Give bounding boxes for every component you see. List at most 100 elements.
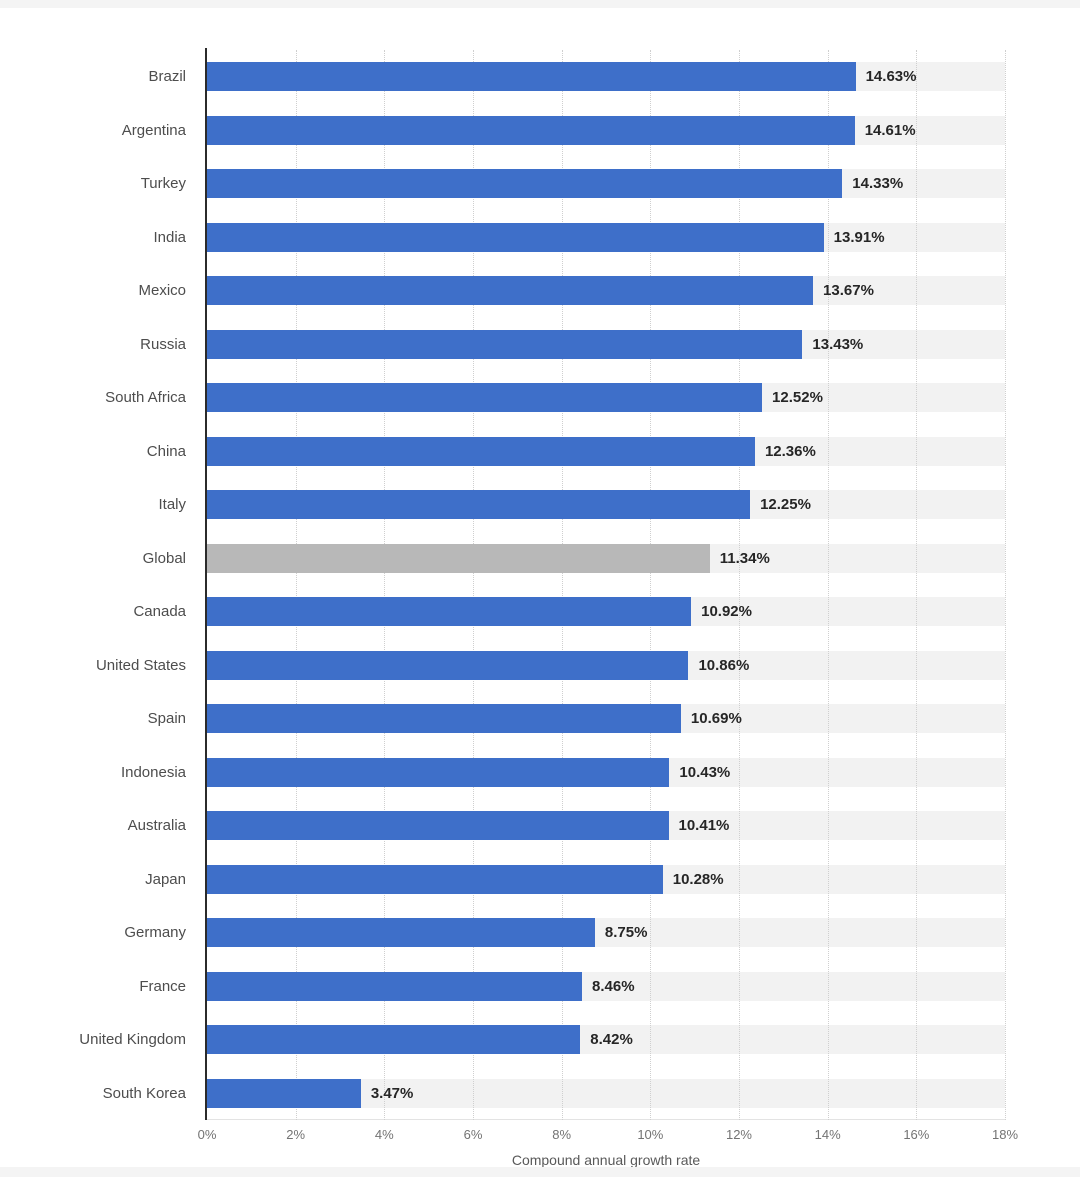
x-tick-label-14: 14% [814,1127,841,1142]
page-top-edge [0,0,1080,8]
x-tick-label-6: 6% [463,1127,483,1142]
category-label-china: China [146,442,186,460]
x-axis: 0% 2% 4% 6% 8% 10% 12% 14% 16% 18% [198,1120,1018,1150]
bar-germany[interactable] [207,918,595,948]
bar-row-china: China 12.36% [0,425,1080,479]
bar-row-canada: Canada 10.92% [0,585,1080,639]
category-label-argentina: Argentina [121,121,186,139]
bar-row-france: France 8.46% [0,960,1080,1014]
bar-plot-south-korea: 3.47% [207,1078,1005,1108]
category-label-australia: Australia [127,817,186,835]
bar-plot-mexico: 13.67% [207,276,1005,306]
category-label-germany: Germany [124,924,186,942]
bar-italy[interactable] [207,490,751,520]
x-tick-label-12: 12% [725,1127,752,1142]
bar-plot-global: 11.34% [207,543,1005,573]
bar-australia[interactable] [207,811,669,841]
bar-japan[interactable] [207,864,663,894]
bar-china[interactable] [207,436,755,466]
value-label-australia: 10.41% [678,817,730,835]
category-label-canada: Canada [133,603,186,621]
bar-plot-italy: 12.25% [207,490,1005,520]
bar-global[interactable] [207,543,710,573]
x-tick-label-10: 10% [637,1127,664,1142]
bar-plot-south-africa: 12.52% [207,383,1005,413]
bar-plot-france: 8.46% [207,971,1005,1001]
category-label-russia: Russia [140,335,186,353]
value-label-japan: 10.28% [672,870,724,888]
bar-row-india: India 13.91% [0,211,1080,265]
bar-row-united-kingdom: United Kingdom 8.42% [0,1013,1080,1067]
bar-argentina[interactable] [207,115,855,145]
x-tick-label-2: 2% [286,1127,306,1142]
value-label-south-korea: 3.47% [370,1084,414,1102]
y-axis-line [205,48,207,1120]
category-label-france: France [139,977,186,995]
bar-plot-spain: 10.69% [207,704,1005,734]
category-label-indonesia: Indonesia [120,763,186,781]
category-label-brazil: Brazil [148,68,186,86]
bar-row-brazil: Brazil 14.63% [0,50,1080,104]
x-tick-label-8: 8% [552,1127,572,1142]
bar-rows: Brazil 14.63% Argentina 14.61% Turkey 14.33% I… [0,50,1080,1120]
category-label-india: India [153,228,186,246]
bar-indonesia[interactable] [207,757,670,787]
bar-south-korea[interactable] [207,1078,361,1108]
bar-row-global: Global 11.34% [0,532,1080,586]
value-label-united-states: 10.86% [698,656,750,674]
bar-canada[interactable] [207,597,692,627]
bar-row-argentina: Argentina 14.61% [0,104,1080,158]
page-bottom-edge [0,1167,1080,1177]
bar-india[interactable] [207,222,824,252]
bar-mexico[interactable] [207,276,814,306]
value-label-mexico: 13.67% [823,282,874,300]
bar-row-italy: Italy 12.25% [0,478,1080,532]
bar-row-indonesia: Indonesia 10.43% [0,746,1080,800]
value-label-spain: 10.69% [690,710,742,728]
category-label-united-states: United States [95,656,186,674]
bar-plot-brazil: 14.63% [207,62,1005,92]
bar-row-united-states: United States 10.86% [0,639,1080,693]
bar-row-australia: Australia 10.41% [0,799,1080,853]
plot-area: Brazil 14.63% Argentina 14.61% Turkey 14.33% I… [0,48,1080,1120]
category-label-turkey: Turkey [140,175,186,193]
bar-plot-indonesia: 10.43% [207,757,1005,787]
x-tick-label-18: 18% [991,1127,1019,1142]
category-label-south-korea: South Korea [102,1084,186,1102]
bar-spain[interactable] [207,704,681,734]
value-label-united-kingdom: 8.42% [590,1031,633,1049]
bar-plot-turkey: 14.33% [207,169,1005,199]
bar-plot-russia: 13.43% [207,329,1005,359]
category-label-japan: Japan [145,870,186,888]
bar-plot-australia: 10.41% [207,811,1005,841]
bar-russia[interactable] [207,329,803,359]
bar-row-turkey: Turkey 14.33% [0,157,1080,211]
category-label-italy: Italy [158,496,186,514]
category-label-global: Global [142,549,186,567]
x-axis-title: Compound annual growth rate [511,1152,701,1168]
bar-row-spain: Spain 10.69% [0,692,1080,746]
value-label-south-africa: 12.52% [772,389,823,407]
category-label-spain: Spain [147,710,186,728]
value-label-india: 13.91% [833,228,885,246]
bar-south-africa[interactable] [207,383,763,413]
bar-brazil[interactable] [207,62,856,92]
bar-united-kingdom[interactable] [207,1025,581,1055]
category-label-south-africa: South Africa [105,389,186,407]
bar-plot-germany: 8.75% [207,918,1005,948]
bar-plot-canada: 10.92% [207,597,1005,627]
value-label-france: 8.46% [592,977,635,995]
x-tick-label-16: 16% [903,1127,930,1142]
value-label-global: 11.34% [719,549,770,567]
bar-row-germany: Germany 8.75% [0,906,1080,960]
bar-plot-argentina: 14.61% [207,115,1005,145]
value-label-italy: 12.25% [760,496,811,514]
bar-turkey[interactable] [207,169,843,199]
bar-france[interactable] [207,971,583,1001]
bar-row-russia: Russia 13.43% [0,318,1080,372]
value-label-russia: 13.43% [812,335,864,353]
bar-row-south-korea: South Korea 3.47% [0,1067,1080,1121]
bar-united-states[interactable] [207,650,689,680]
category-label-mexico: Mexico [138,282,186,300]
